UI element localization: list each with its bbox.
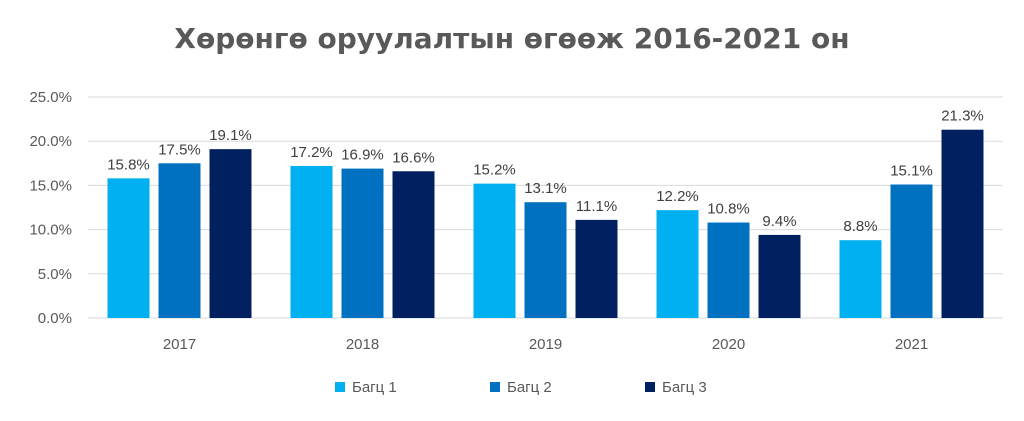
- x-tick-label: 2021: [895, 336, 928, 353]
- data-label: 19.1%: [209, 127, 252, 144]
- data-label: 15.2%: [473, 162, 516, 179]
- bar: [392, 171, 435, 318]
- data-label: 16.6%: [392, 149, 435, 166]
- legend-label: Багц 1: [352, 379, 397, 396]
- data-label: 9.4%: [762, 213, 796, 230]
- chart-title: Хөрөнгө оруулалтын өгөөж 2016-2021 он: [174, 22, 850, 55]
- bar: [575, 219, 618, 318]
- x-tick-label: 2020: [712, 336, 745, 353]
- legend-swatch: [490, 382, 500, 392]
- x-tick-label: 2019: [529, 336, 562, 353]
- bar: [209, 149, 252, 318]
- bar: [341, 168, 384, 318]
- y-tick-label: 20.0%: [29, 133, 72, 150]
- y-tick-label: 5.0%: [38, 266, 72, 283]
- data-label: 15.1%: [890, 163, 933, 180]
- legend-swatch: [645, 382, 655, 392]
- y-tick-label: 0.0%: [38, 310, 72, 327]
- legend-label: Багц 2: [507, 379, 552, 396]
- data-label: 17.5%: [158, 141, 201, 158]
- data-label: 15.8%: [107, 156, 150, 173]
- y-tick-label: 10.0%: [29, 222, 72, 239]
- data-label: 21.3%: [941, 108, 984, 125]
- data-label: 12.2%: [656, 188, 699, 205]
- bar: [107, 178, 150, 318]
- bar: [524, 202, 567, 318]
- data-label: 10.8%: [707, 201, 750, 218]
- data-label: 16.9%: [341, 147, 384, 164]
- data-label: 11.1%: [576, 198, 617, 215]
- bar: [758, 234, 801, 318]
- data-label: 8.8%: [843, 218, 877, 235]
- legend-swatch: [335, 382, 345, 392]
- bar: [656, 210, 699, 318]
- bar: [941, 129, 984, 318]
- bar: [290, 165, 333, 318]
- y-tick-label: 25.0%: [29, 89, 72, 106]
- x-tick-label: 2018: [346, 336, 379, 353]
- data-label: 13.1%: [524, 180, 567, 197]
- data-label: 17.2%: [290, 144, 333, 161]
- bar: [158, 163, 201, 318]
- y-tick-label: 15.0%: [29, 177, 72, 194]
- bar: [890, 184, 933, 318]
- bar: [473, 183, 516, 318]
- bar: [707, 222, 750, 318]
- legend-label: Багц 3: [662, 379, 707, 396]
- x-tick-label: 2017: [163, 336, 196, 353]
- bar: [839, 240, 882, 318]
